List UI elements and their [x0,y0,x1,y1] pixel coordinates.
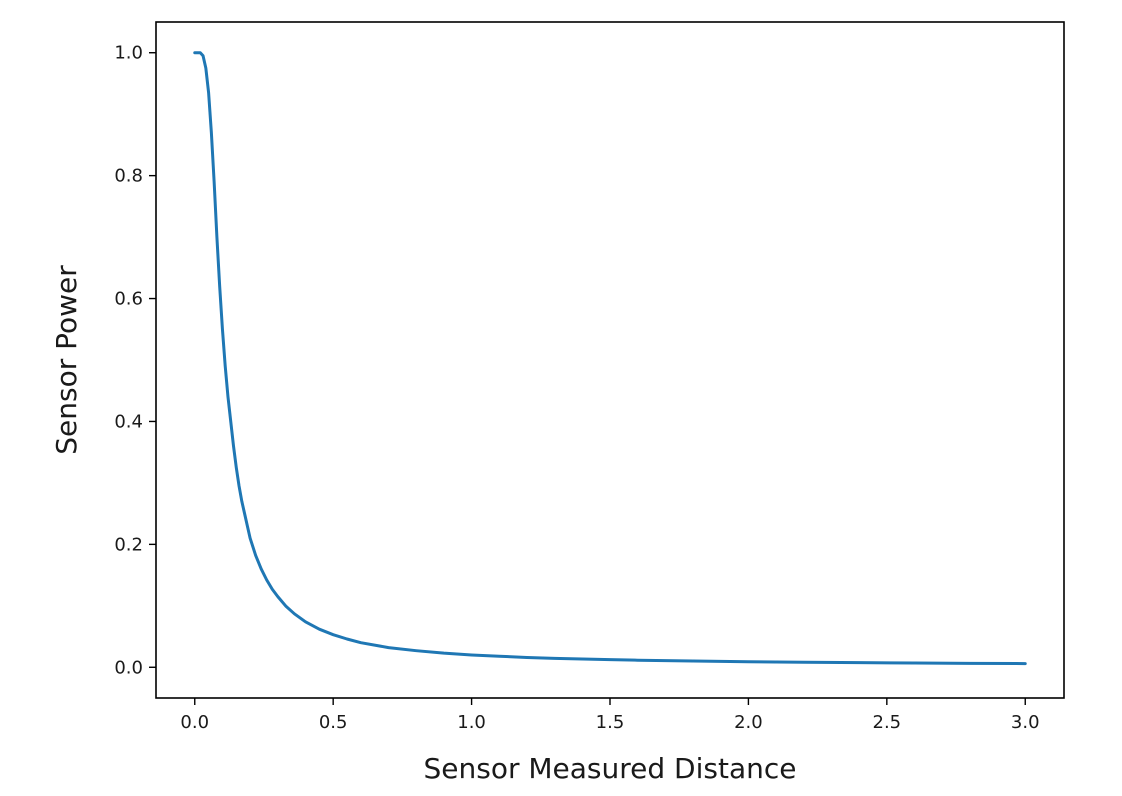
x-tick-label: 1.5 [596,712,625,733]
y-axis-label: Sensor Power [50,265,83,455]
series-layer [193,51,1027,666]
y-tick-label: 0.8 [114,166,143,187]
series-line [193,51,1027,666]
x-axis-label: Sensor Measured Distance [424,752,797,785]
y-tick-label: 1.0 [114,43,143,64]
x-axis-ticks: 0.0 0.5 1.0 1.5 2.0 2.5 3.0 [180,698,1040,733]
y-tick-label: 0.2 [114,534,143,555]
x-tick-label: 0.0 [180,712,209,733]
x-tick-label: 0.5 [319,712,348,733]
y-axis-ticks: 0.0 0.2 0.4 0.6 0.8 1.0 [114,43,156,678]
y-tick-label: 0.0 [114,657,143,678]
x-tick-label: 1.0 [457,712,486,733]
y-tick-label: 0.4 [114,411,143,432]
x-tick-label: 2.0 [734,712,763,733]
plot-frame [155,21,1065,699]
x-tick-label: 3.0 [1011,712,1040,733]
x-tick-label: 2.5 [873,712,902,733]
y-tick-label: 0.6 [114,289,143,310]
